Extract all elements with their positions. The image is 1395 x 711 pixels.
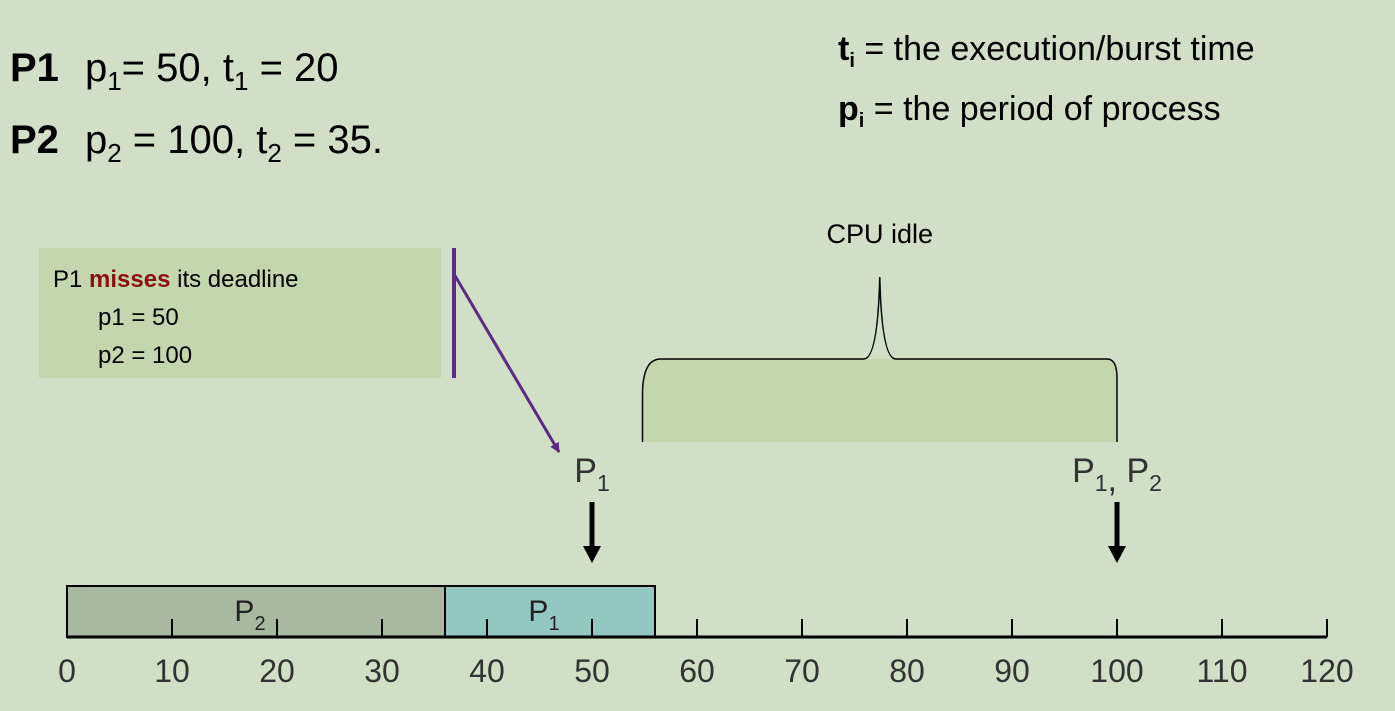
callout-p2-period: p2 = 100	[98, 342, 193, 369]
segment-label-subscript: 2	[254, 613, 265, 635]
tick-label: 90	[994, 653, 1030, 689]
arrival-label-process: P	[574, 452, 597, 490]
time-subscript: 1	[233, 66, 249, 96]
period-symbol: p	[84, 118, 108, 162]
arrival-label: P1	[574, 452, 609, 496]
arrival-label-separator: ,	[1108, 461, 1127, 499]
arrival-label: P1, P2	[1072, 452, 1162, 499]
tick-label: 30	[364, 653, 400, 689]
callout-prefix: P1	[53, 266, 90, 293]
period-subscript: 2	[107, 138, 122, 168]
arrival-label-process: P	[1072, 452, 1095, 490]
tick-label: 10	[154, 653, 190, 689]
deadline-miss-callout: P1 misses its deadline p1 = 50 p2 = 100	[39, 248, 441, 378]
period-symbol: p	[84, 46, 108, 90]
process-name: P2	[10, 118, 59, 162]
legend-subscript: i	[858, 110, 865, 132]
arrival-arrowhead	[1108, 546, 1126, 563]
callout-headline: P1 misses its deadline	[53, 261, 441, 299]
legend-burst-time: ti = the execution/burst time	[838, 30, 1255, 72]
time-axis: 0 10 20 30 40 50 60 70 80 90 100 110 120	[58, 619, 1354, 689]
period-value: = 50,	[121, 46, 223, 90]
tick-label: 20	[259, 653, 295, 689]
callout-emphasis: misses	[89, 266, 171, 293]
tick-label: 50	[574, 653, 610, 689]
arrival-arrowhead	[583, 546, 601, 563]
legend-symbol: t	[838, 30, 850, 68]
segment-label-subscript: 1	[548, 613, 559, 635]
time-symbol: t	[222, 46, 234, 90]
time-subscript: 2	[267, 138, 282, 168]
idle-region	[642, 359, 1117, 442]
legend-symbol: p	[838, 90, 859, 128]
period-value: = 100,	[121, 118, 257, 162]
time-symbol: t	[256, 118, 268, 162]
time-value: = 20	[248, 46, 339, 90]
process-p1-line: P1 p1= 50, t1 = 20	[10, 46, 339, 94]
legend-text: = the execution/burst time	[854, 30, 1255, 68]
idle-label: CPU idle	[826, 219, 933, 249]
period-subscript: 1	[107, 66, 122, 96]
callout-suffix: its deadline	[170, 266, 299, 293]
tick-label: 120	[1300, 653, 1353, 689]
idle-brace	[641, 276, 1118, 442]
schedule-segments: P2 P1	[66, 585, 656, 638]
tick-label: 60	[679, 653, 715, 689]
legend-subscript: i	[849, 50, 855, 72]
callout-p1-period: p1 = 50	[98, 304, 179, 331]
callout-arrow	[452, 273, 561, 453]
tick-label: 100	[1090, 653, 1143, 689]
arrival-label-process: P	[1126, 452, 1149, 490]
time-value: = 35.	[281, 118, 384, 162]
process-p2-line: P2 p2 = 100, t2 = 35.	[10, 118, 384, 166]
arrival-label-subscript: 1	[1095, 470, 1108, 496]
tick-label: 0	[58, 653, 76, 689]
arrival-label-subscript: 2	[1149, 470, 1162, 496]
tick-label: 110	[1196, 653, 1247, 689]
segment-bar	[444, 585, 656, 638]
tick-label: 80	[889, 653, 925, 689]
arrival-label-subscript: 1	[597, 470, 610, 496]
process-name: P1	[10, 46, 59, 90]
arrival-markers: P1 P1, P2	[574, 452, 1162, 563]
tick-label: 70	[784, 653, 820, 689]
tick-label: 40	[469, 653, 505, 689]
legend-period: pi = the period of process	[838, 90, 1221, 132]
legend-text: = the period of process	[864, 90, 1221, 128]
